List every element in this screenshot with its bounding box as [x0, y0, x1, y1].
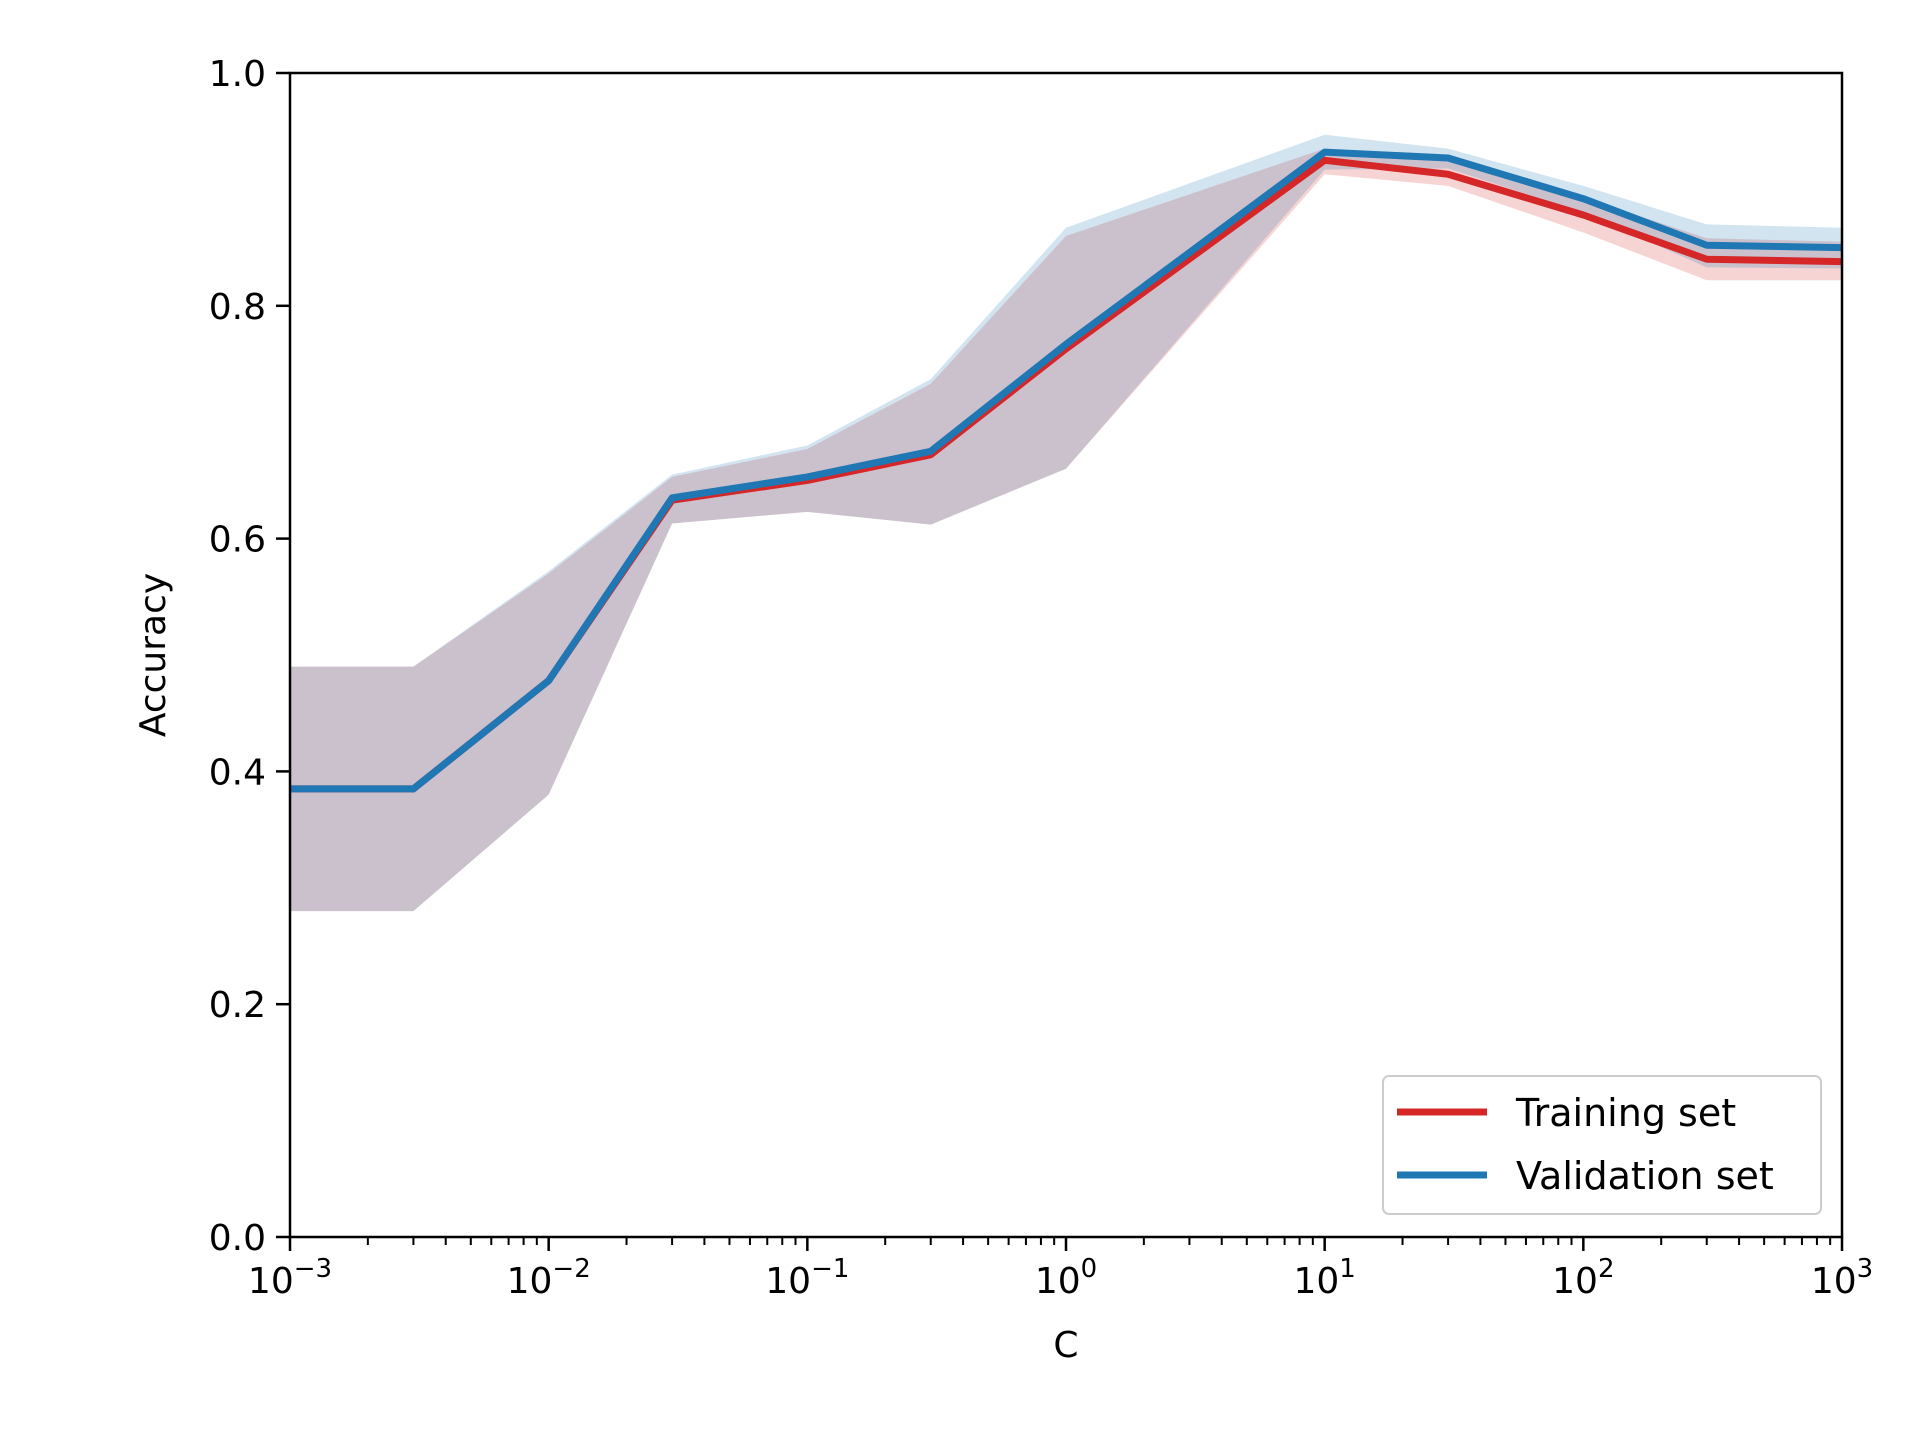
series-lines [290, 148, 1843, 793]
x-tick-label: 10−1 [765, 1254, 849, 1302]
y-tick-label: 0.2 [209, 985, 266, 1026]
x-tick-label: 101 [1293, 1254, 1355, 1302]
y-tick-label: 0.6 [209, 520, 266, 561]
confidence-band-2 [290, 134, 1842, 912]
y-tick-label: 1.0 [209, 54, 266, 95]
y-tick-label: 0.4 [209, 752, 266, 793]
legend-label: Training set [1515, 1091, 1736, 1135]
confidence-band-1 [290, 148, 1842, 912]
y-tick-label: 0.0 [209, 1218, 266, 1259]
x-tick-label: 103 [1811, 1254, 1873, 1302]
confidence-bands [290, 134, 1842, 912]
y-axis-ticks: 0.0 0.2 0.4 0.6 0.8 1.0 [209, 54, 290, 1259]
x-tick-label: 100 [1035, 1254, 1097, 1302]
x-tick-label: 10−3 [248, 1254, 332, 1302]
y-tick-label: 0.8 [209, 287, 266, 328]
y-axis-title: Accuracy [133, 573, 174, 737]
x-tick-label: 10−2 [507, 1254, 591, 1302]
series-line-2 [290, 148, 1843, 793]
x-axis-ticks: 10−3 10−2 10−1 100 101 102 103 [248, 1237, 1873, 1302]
x-tick-label: 102 [1552, 1254, 1614, 1302]
legend-box [1382, 1075, 1822, 1215]
legend: Training set Validation set [1382, 1075, 1822, 1215]
legend-label: Validation set [1516, 1154, 1774, 1198]
x-axis-title: C [1053, 1325, 1078, 1366]
